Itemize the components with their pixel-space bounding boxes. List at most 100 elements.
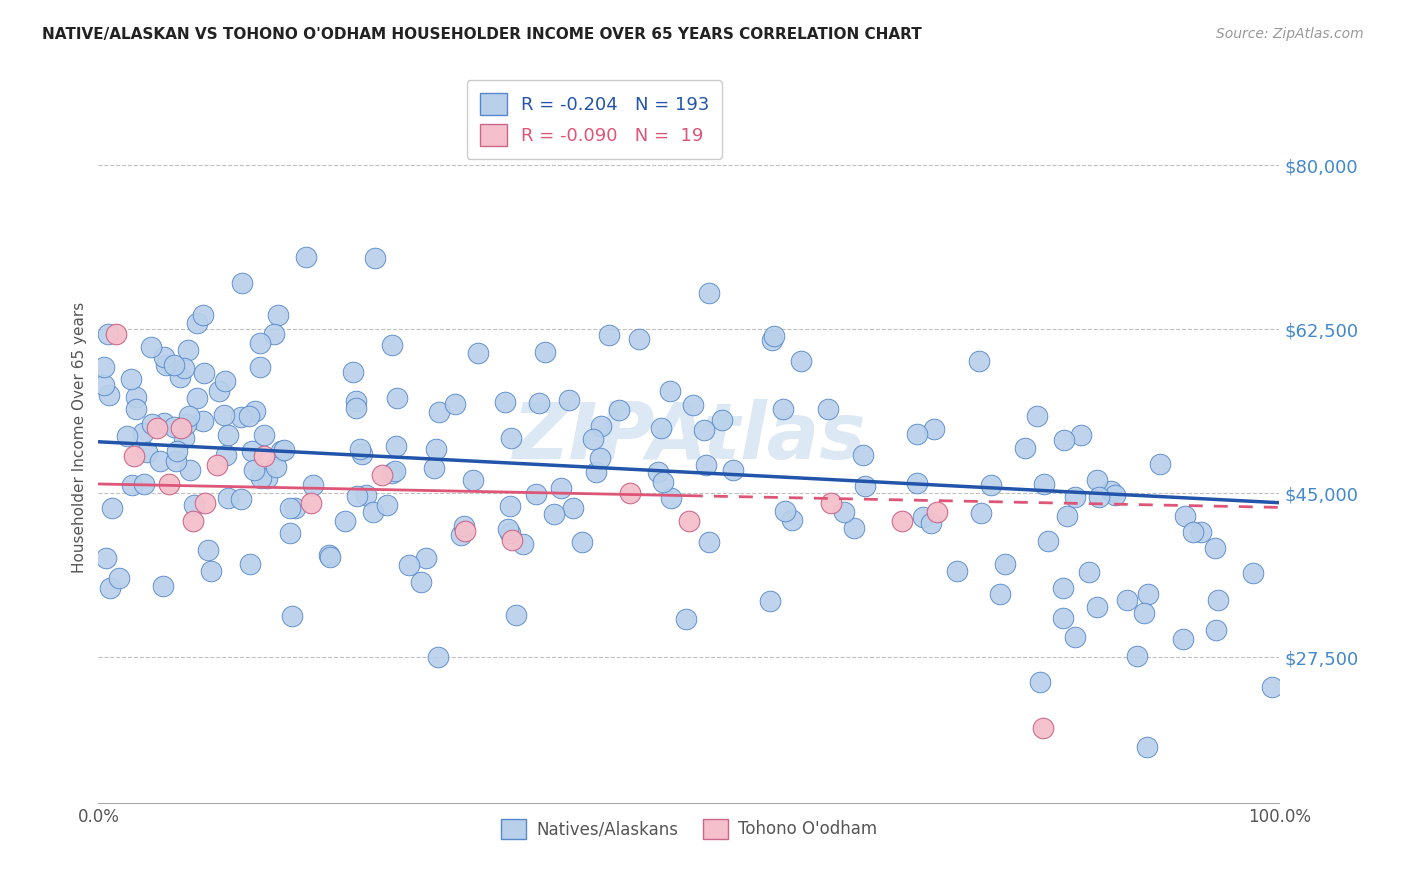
Point: [761, 334, 783, 348]
Point: [562, 501, 585, 516]
Point: [1032, 476, 1054, 491]
Point: [695, 458, 717, 473]
Point: [173, 431, 195, 445]
Point: [346, 489, 368, 503]
Point: [790, 353, 813, 368]
Point: [427, 405, 450, 419]
Point: [135, 445, 157, 459]
Point: [141, 417, 163, 432]
Point: [832, 505, 855, 519]
Point: [558, 393, 581, 408]
Point: [1064, 631, 1087, 645]
Point: [169, 369, 191, 384]
Point: [494, 394, 516, 409]
Point: [501, 431, 523, 445]
Text: ZIPAtlas: ZIPAtlas: [512, 399, 866, 475]
Point: [165, 454, 187, 468]
Point: [302, 477, 325, 491]
Point: [284, 501, 307, 516]
Text: NATIVE/ALASKAN VS TOHONO O'ODHAM HOUSEHOLDER INCOME OVER 65 YEARS CORRELATION CH: NATIVE/ALASKAN VS TOHONO O'ODHAM HOUSEHO…: [42, 27, 922, 42]
Y-axis label: Householder Income Over 65 years: Householder Income Over 65 years: [72, 301, 87, 573]
Point: [499, 499, 522, 513]
Point: [98, 581, 121, 595]
Point: [249, 336, 271, 351]
Point: [295, 250, 318, 264]
Point: [1241, 566, 1264, 580]
Point: [333, 514, 356, 528]
Point: [107, 571, 129, 585]
Point: [647, 465, 669, 479]
Point: [344, 394, 367, 409]
Point: [905, 475, 928, 490]
Point: [678, 515, 700, 529]
Point: [299, 496, 322, 510]
Point: [763, 328, 786, 343]
Point: [229, 409, 252, 424]
Point: [179, 463, 201, 477]
Point: [139, 340, 162, 354]
Point: [697, 285, 720, 300]
Point: [415, 551, 437, 566]
Point: [250, 470, 273, 484]
Point: [98, 388, 121, 402]
Point: [157, 477, 180, 491]
Point: [96, 551, 118, 566]
Point: [443, 396, 465, 410]
Point: [398, 558, 420, 572]
Point: [589, 418, 612, 433]
Point: [186, 316, 208, 330]
Point: [264, 459, 287, 474]
Point: [163, 420, 186, 434]
Point: [1014, 441, 1036, 455]
Point: [217, 428, 239, 442]
Point: [652, 475, 675, 490]
Point: [173, 361, 195, 376]
Point: [453, 519, 475, 533]
Point: [711, 413, 734, 427]
Point: [1052, 611, 1074, 625]
Point: [607, 403, 630, 417]
Point: [263, 326, 285, 341]
Point: [967, 354, 990, 368]
Point: [512, 537, 534, 551]
Point: [853, 479, 876, 493]
Point: [628, 332, 651, 346]
Point: [1133, 606, 1156, 620]
Point: [231, 277, 253, 291]
Point: [243, 463, 266, 477]
Point: [721, 463, 744, 477]
Point: [1052, 433, 1074, 447]
Point: [319, 549, 342, 564]
Point: [166, 444, 188, 458]
Point: [170, 420, 193, 434]
Point: [93, 360, 115, 375]
Text: Source: ZipAtlas.com: Source: ZipAtlas.com: [1216, 27, 1364, 41]
Point: [194, 496, 217, 510]
Point: [1069, 428, 1091, 442]
Point: [501, 533, 523, 548]
Point: [177, 343, 200, 358]
Point: [759, 594, 782, 608]
Point: [215, 449, 238, 463]
Point: [384, 464, 406, 478]
Point: [381, 467, 404, 481]
Point: [467, 345, 489, 359]
Point: [1032, 721, 1054, 735]
Point: [1126, 649, 1149, 664]
Point: [1056, 509, 1078, 524]
Point: [463, 474, 485, 488]
Point: [205, 458, 228, 473]
Point: [132, 425, 155, 440]
Point: [122, 449, 145, 463]
Point: [988, 587, 1011, 601]
Point: [243, 403, 266, 417]
Point: [214, 374, 236, 388]
Point: [1204, 541, 1226, 556]
Point: [1052, 581, 1074, 595]
Point: [450, 528, 472, 542]
Point: [193, 366, 215, 380]
Point: [411, 575, 433, 590]
Point: [780, 513, 803, 527]
Legend: Natives/Alaskans, Tohono O'odham: Natives/Alaskans, Tohono O'odham: [495, 812, 883, 846]
Point: [1064, 491, 1087, 505]
